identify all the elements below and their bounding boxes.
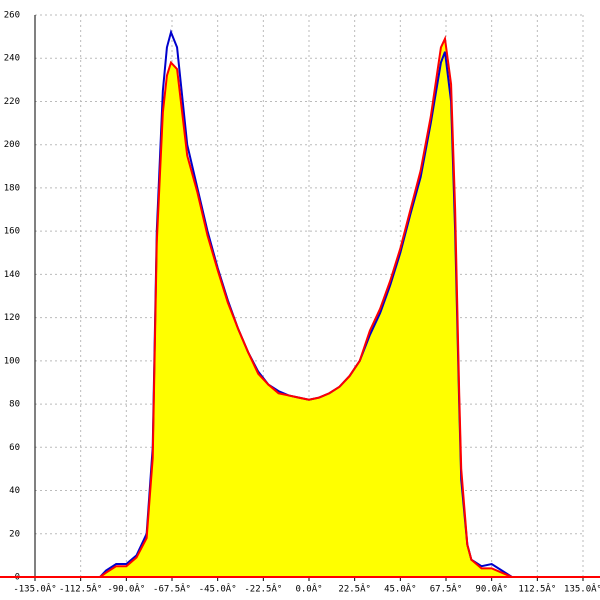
y-tick-label: 80 bbox=[9, 400, 20, 410]
x-tick-label: -67.5Â° bbox=[153, 583, 191, 595]
y-tick-label: 260 bbox=[4, 11, 20, 21]
y-tick-label: 120 bbox=[4, 313, 20, 323]
y-tick-label: 100 bbox=[4, 356, 20, 366]
y-tick-label: 40 bbox=[9, 486, 20, 496]
x-tick-label: -135.0Â° bbox=[13, 583, 56, 595]
area bbox=[99, 38, 512, 578]
x-tick-label: 67.5Â° bbox=[430, 583, 463, 595]
y-tick-label: 200 bbox=[4, 140, 20, 150]
x-tick-label: 22.5Â° bbox=[338, 583, 371, 595]
x-tick-label: 135.0Â° bbox=[564, 583, 600, 595]
y-tick-label: 20 bbox=[9, 529, 20, 539]
x-tick-label: 112.5Â° bbox=[518, 583, 556, 595]
y-tick-label: 240 bbox=[4, 54, 20, 64]
x-tick-label: -112.5Â° bbox=[59, 583, 102, 595]
x-tick-label: 90.0Â° bbox=[475, 583, 508, 595]
series-line bbox=[99, 35, 513, 578]
x-tick-label: 0.0Â° bbox=[295, 583, 322, 595]
y-tick-label: 220 bbox=[4, 97, 20, 107]
x-tick-label: -45.0Â° bbox=[199, 583, 237, 595]
y-tick-label: 180 bbox=[4, 183, 20, 193]
y-tick-label: 140 bbox=[4, 270, 20, 280]
x-tick-label: 45.0Â° bbox=[384, 583, 417, 595]
x-tick-label: -22.5Â° bbox=[244, 583, 282, 595]
y-tick-label: 160 bbox=[4, 227, 20, 237]
x-tick-label: -90.0Â° bbox=[107, 583, 145, 595]
y-tick-label: 60 bbox=[9, 443, 20, 453]
